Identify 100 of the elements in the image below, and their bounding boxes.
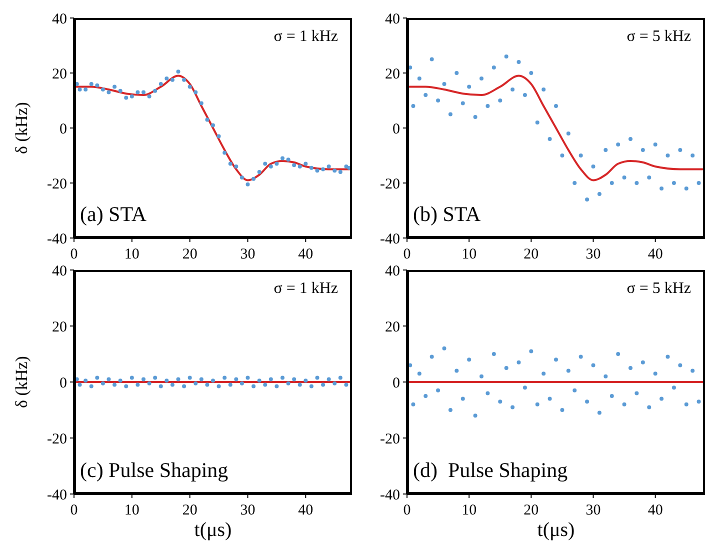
point [411,104,416,108]
point [298,164,302,168]
point [690,154,695,158]
point [89,82,94,86]
point [578,154,583,158]
point [454,368,459,373]
point [436,388,440,392]
point [442,346,446,350]
point [510,405,515,410]
point [136,90,140,94]
point [640,360,645,364]
point [280,156,284,160]
point [147,94,152,98]
point [554,104,558,108]
annotation: σ = 1 kHz [274,28,338,46]
point [578,354,583,359]
x-axis-title: t(μs) [536,518,576,542]
point [660,396,664,401]
point [684,402,688,406]
point [205,118,210,122]
x-tick-label: 20 [524,502,539,519]
point [417,76,422,80]
point [100,381,105,386]
point [672,181,676,185]
x-tick-label: 40 [648,502,663,519]
point [634,391,639,396]
point [158,384,163,388]
point [516,60,521,64]
y-tick-label: -20 [47,176,67,192]
y-tick-label: 20 [52,319,67,336]
point [480,76,484,80]
point [188,84,192,89]
point [529,71,534,75]
point [326,377,331,382]
point [106,90,111,94]
point [136,382,140,387]
point [188,376,192,380]
point [498,400,502,404]
point [529,349,534,354]
point [95,376,100,380]
y-tick-label: 0 [60,375,67,392]
point [548,137,552,141]
point [660,186,664,190]
point [628,366,632,370]
point [460,396,465,401]
point [194,90,198,94]
point [182,384,186,388]
point [566,368,570,373]
point [411,402,416,406]
point [604,374,608,378]
point [678,148,682,152]
point [84,378,88,383]
point [292,377,296,382]
point [130,94,134,98]
x-tick-label: 0 [70,246,78,263]
x-tick-label: 10 [462,246,477,263]
point [95,83,100,88]
point [147,381,152,386]
point [460,101,465,106]
point [492,66,496,70]
point [228,382,232,387]
point [124,96,128,100]
point [274,384,279,388]
x-tick-label: 40 [648,246,663,263]
annotation: (d) Pulse Shaping [413,458,568,483]
point [591,363,596,368]
point [164,76,169,80]
point [634,181,639,185]
point [666,354,670,359]
point [112,382,117,387]
point [448,112,452,116]
point [338,376,342,380]
y-tick-label: 20 [52,66,67,82]
point [216,384,221,388]
point [246,182,250,186]
point [199,377,204,382]
point [263,162,268,166]
point [315,376,320,380]
point [222,376,227,380]
x-tick-label: 30 [240,502,256,519]
point [492,352,496,356]
x-tick-label: 10 [462,502,477,519]
y-axis-title: δ (kHz) [11,356,32,408]
point [130,376,134,380]
point [158,82,163,86]
point [504,54,508,58]
point [309,166,314,170]
point [696,181,701,185]
point [332,168,337,173]
point [672,386,676,390]
point [246,376,250,380]
x-axis-title: t(μs) [193,518,233,542]
point [344,382,348,387]
point [78,88,82,92]
point [454,71,459,75]
x-tick-label: 30 [586,502,601,519]
point [182,78,186,82]
point [622,402,626,406]
point [448,408,452,412]
annotation: σ = 1 kHz [274,280,338,298]
